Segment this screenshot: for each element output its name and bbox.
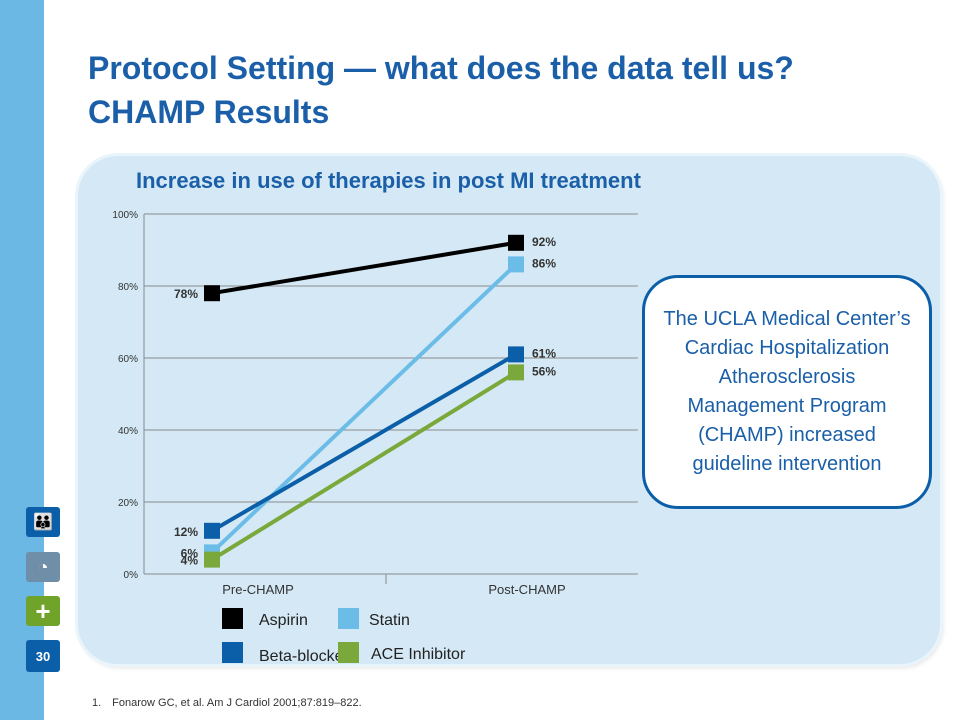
data-label: 12% [174, 525, 198, 539]
data-point-marker [204, 285, 220, 302]
x-tick-label: Post-CHAMP [488, 582, 565, 597]
legend-swatch [222, 608, 243, 629]
legend-label: Beta-blocker [259, 648, 349, 665]
series-line [210, 370, 518, 562]
y-tick-label: 60% [118, 354, 138, 365]
y-tick-label: 80% [118, 282, 138, 293]
y-tick-label: 0% [124, 570, 139, 581]
page-number: 30 [26, 640, 60, 672]
y-tick-label: 20% [118, 498, 138, 509]
plus-icon[interactable]: + [26, 596, 60, 626]
data-label: 61% [532, 346, 556, 360]
slide-title-line1: Protocol Setting — what does the data te… [88, 50, 794, 86]
data-label: 6% [181, 546, 199, 560]
data-label: 56% [532, 364, 556, 378]
callout-text: The UCLA Medical Center’s Cardiac Hospit… [663, 308, 911, 475]
pie-chart-icon[interactable]: ◔ [26, 552, 60, 582]
data-point-marker [508, 256, 524, 273]
chart-title: Increase in use of therapies in post MI … [136, 168, 641, 193]
data-label: 86% [532, 256, 556, 270]
data-label: 4% [181, 554, 199, 568]
legend-label: ACE Inhibitor [371, 646, 466, 663]
legend-label: Aspirin [259, 612, 308, 629]
series-line [210, 262, 518, 554]
y-tick-label: 40% [118, 426, 138, 437]
legend-label: Statin [369, 612, 410, 629]
slide-title-line2: CHAMP Results [88, 94, 330, 130]
data-point-marker [508, 364, 524, 381]
data-point-marker [204, 551, 220, 568]
data-label: 92% [532, 235, 556, 249]
callout-box: The UCLA Medical Center’s Cardiac Hospit… [642, 275, 932, 509]
series-line [210, 352, 518, 533]
legend-swatch [338, 642, 359, 663]
legend-swatch [338, 608, 359, 629]
x-tick-label: Pre-CHAMP [222, 582, 294, 597]
data-point-marker [508, 234, 524, 251]
data-point-marker [508, 346, 524, 363]
people-icon[interactable]: 👪 [26, 507, 60, 537]
series-line [211, 240, 517, 296]
slide-title: Protocol Setting — what does the data te… [88, 46, 948, 134]
footnote: 1. Fonarow GC, et al. Am J Cardiol 2001;… [92, 697, 362, 709]
y-tick-label: 100% [112, 210, 138, 221]
data-label: 78% [174, 287, 198, 301]
legend-swatch [222, 642, 243, 663]
data-point-marker [204, 522, 220, 539]
